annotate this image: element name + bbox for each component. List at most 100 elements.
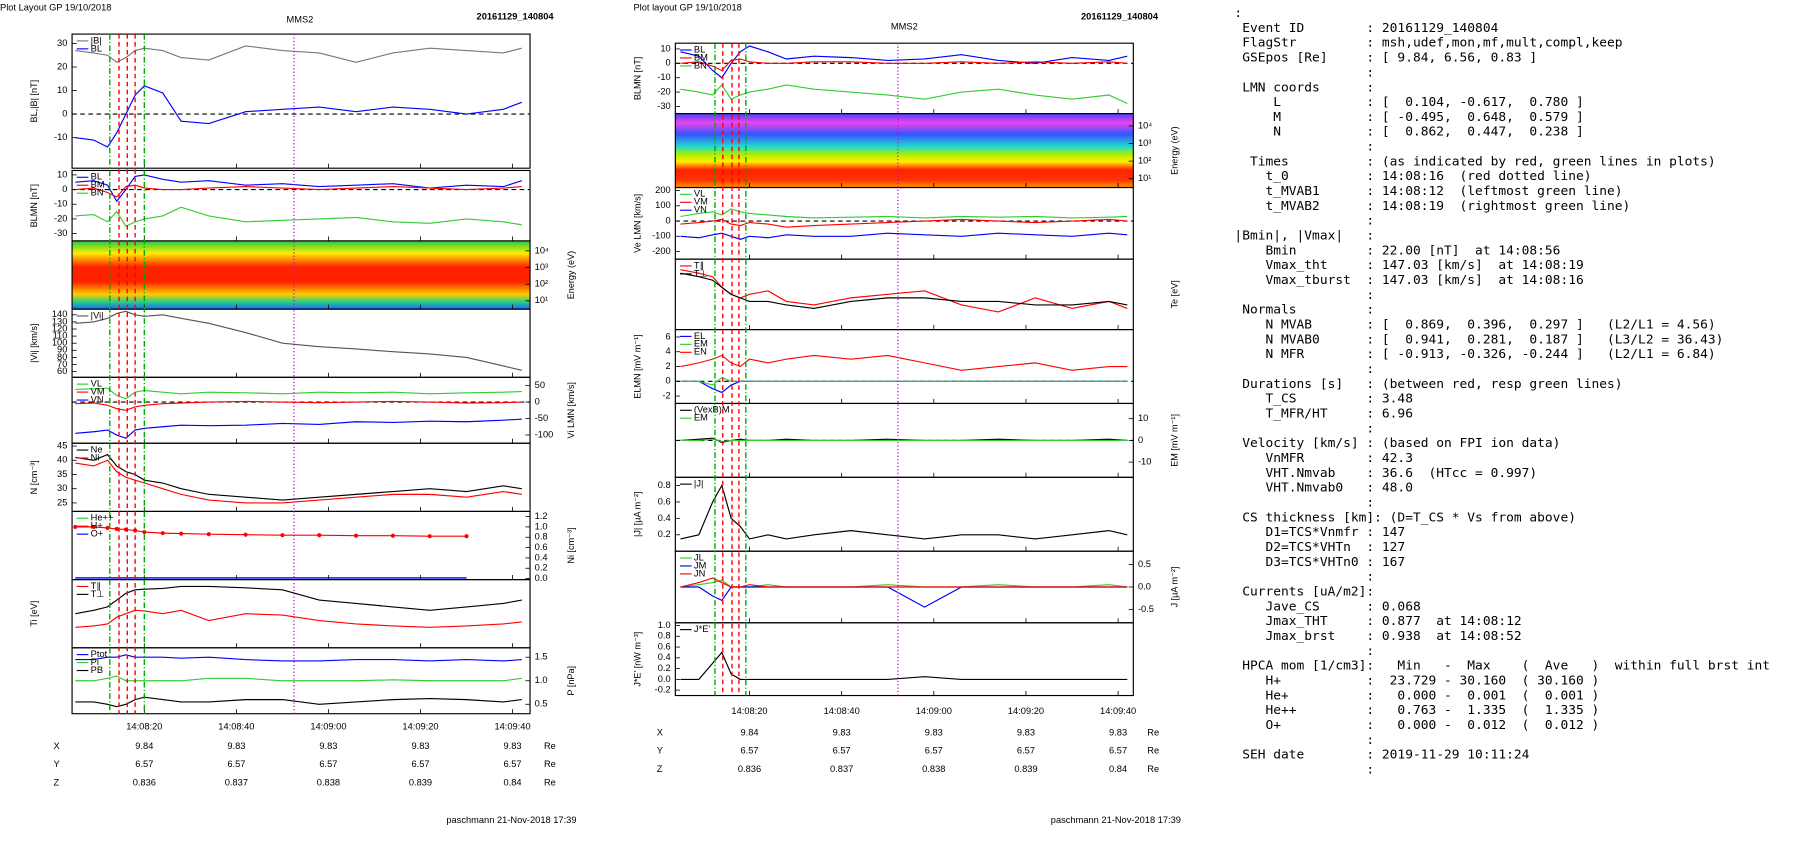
y-tick-label: 0 xyxy=(1138,435,1143,445)
legend-label: PB xyxy=(91,665,103,675)
summary-line: Vmax_tburst : 147.03 [km/s] at 14:08:16 xyxy=(1234,273,1583,288)
coord-label: X xyxy=(657,728,663,738)
trace xyxy=(75,310,522,371)
coord-value: 9.83 xyxy=(319,741,337,751)
y-axis-label: Ti [eV] xyxy=(29,601,39,627)
legend-label: BL xyxy=(91,43,102,53)
data-point xyxy=(105,525,110,530)
y-tick-label: 30 xyxy=(57,38,67,48)
summary-line: Event ID : 20161129_140804 xyxy=(1234,21,1498,36)
trace xyxy=(680,218,1128,228)
y-tick-label: 10² xyxy=(535,279,548,289)
panel-frame xyxy=(674,42,1134,115)
y-tick-label: 100 xyxy=(52,338,68,348)
y-tick-label: -0.2 xyxy=(655,685,671,695)
trace xyxy=(680,83,1128,105)
y-axis-label: N [cm⁻³] xyxy=(29,460,39,494)
legend-label: T⊥ xyxy=(91,589,105,599)
y-tick-label: 0 xyxy=(666,216,671,226)
trace xyxy=(680,272,1128,310)
y-tick-label: 1.0 xyxy=(535,521,548,531)
legend-label: |J| xyxy=(694,479,703,489)
y-tick-label: -200 xyxy=(652,246,671,256)
coord-value: 0.84 xyxy=(504,778,522,788)
y-axis-label: Energy (eV) xyxy=(1169,126,1179,174)
y-tick-label: 60 xyxy=(57,366,67,376)
panel-frame xyxy=(674,258,1134,331)
trace xyxy=(75,654,522,662)
legend-label: EN xyxy=(694,347,707,357)
y-axis-label: Vi LMN [km/s] xyxy=(566,382,576,438)
y-axis-label: BLMN [nT] xyxy=(29,184,39,227)
legend-label: O+ xyxy=(91,529,104,539)
legend-label: JM xyxy=(694,560,706,570)
y-tick-label: -20 xyxy=(657,87,670,97)
summary-line: : xyxy=(1234,421,1374,436)
y-tick-label: -10 xyxy=(54,132,67,142)
y-tick-label: 10 xyxy=(57,169,67,179)
y-tick-label: 0 xyxy=(535,397,540,407)
y-tick-label: 100 xyxy=(655,200,671,210)
coord-unit: Re xyxy=(1147,764,1159,774)
panel-frame xyxy=(71,510,531,581)
legend-label: Ptot xyxy=(91,649,108,659)
trace xyxy=(680,579,1128,588)
coord-label: Z xyxy=(53,778,59,788)
summary-line: LMN coords : xyxy=(1234,80,1374,95)
y-tick-label: 10¹ xyxy=(1138,173,1151,183)
coord-value: 9.84 xyxy=(740,728,758,738)
legend-label: H+ xyxy=(91,521,103,531)
y-tick-label: 90 xyxy=(57,345,67,355)
trace xyxy=(75,387,522,400)
legend-label: BN xyxy=(694,60,707,70)
legend-label: VL xyxy=(91,379,102,389)
panel-frame xyxy=(674,186,1134,260)
summary-line: Times : (as indicated by red, green line… xyxy=(1234,155,1715,170)
summary-line: CS thickness [km]: (D=T_CS * Vs from abo… xyxy=(1234,510,1576,525)
coord-value: 0.839 xyxy=(1014,764,1037,774)
plot-header: Plot layout GP 19/10/2018 xyxy=(633,2,741,12)
coord-value: 6.57 xyxy=(1109,746,1127,756)
y-tick-label: 10⁴ xyxy=(1138,120,1152,130)
data-point xyxy=(160,531,165,536)
panel-frame xyxy=(674,476,1134,552)
trace xyxy=(680,45,1128,79)
y-tick-label: 0.8 xyxy=(535,532,548,542)
trace xyxy=(75,184,522,198)
plot-header: Plot Layout GP 19/10/2018 xyxy=(0,2,111,12)
x-tick-label: 14:09:40 xyxy=(1100,706,1136,716)
summary-line: VHT.Nmvab : 36.6 (HTcc = 0.997) xyxy=(1234,466,1537,481)
spectrogram xyxy=(675,113,1134,188)
legend-label: J*E' xyxy=(694,624,710,634)
summary-line: Jave_CS : 0.068 xyxy=(1234,599,1420,614)
coord-label: X xyxy=(53,741,59,751)
coord-unit: Re xyxy=(1147,728,1159,738)
x-tick-label: 14:09:20 xyxy=(1008,706,1044,716)
trace xyxy=(75,400,522,411)
summary-line: t_0 : 14:08:16 (red dotted line) xyxy=(1234,169,1591,184)
summary-line: Normals : xyxy=(1234,303,1374,318)
data-point xyxy=(73,524,78,529)
panel-frame xyxy=(674,329,1134,405)
y-axis-label: BLMN [nT] xyxy=(632,57,642,100)
coord-value: 6.57 xyxy=(135,759,153,769)
legend-label: Ni xyxy=(91,452,100,462)
x-tick-label: 14:08:20 xyxy=(731,706,767,716)
data-point xyxy=(427,534,432,539)
coord-label: Z xyxy=(657,764,663,774)
summary-line: D2=TCS*VHTn : 127 xyxy=(1234,540,1405,555)
y-tick-label: 200 xyxy=(655,185,671,195)
y-tick-label: 10 xyxy=(57,85,67,95)
y-tick-label: 0.0 xyxy=(658,674,671,684)
y-tick-label: -10 xyxy=(54,199,67,209)
summary-line: : xyxy=(1234,140,1374,155)
trace xyxy=(680,232,1128,240)
summary-line: Durations [s] : (between red, resp green… xyxy=(1234,377,1622,392)
data-point xyxy=(317,533,322,538)
y-tick-label: 0.0 xyxy=(1138,581,1151,591)
summary-line: M : [ -0.495, 0.648, 0.579 ] xyxy=(1234,110,1583,125)
event-id: 20161129_140804 xyxy=(1081,11,1159,21)
trace xyxy=(680,577,1128,588)
coord-value: 0.837 xyxy=(830,764,853,774)
